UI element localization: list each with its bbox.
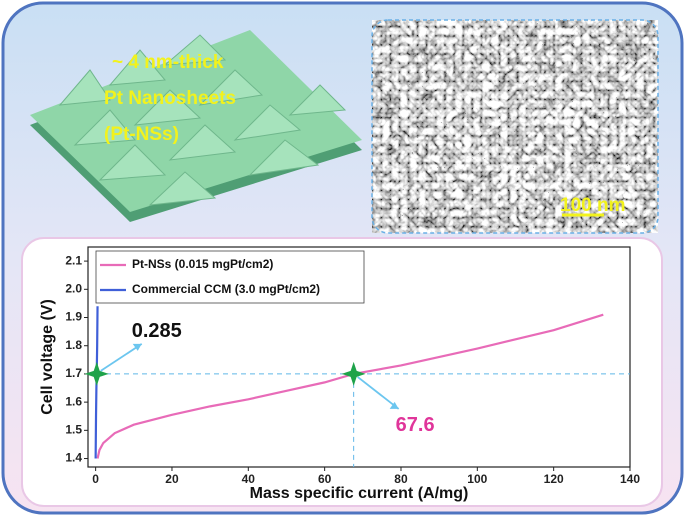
x-tick-label: 120 [544, 472, 564, 486]
annotation-label: 67.6 [396, 414, 435, 436]
sem-image: 100 nm [371, 19, 659, 234]
x-tick-label: 40 [242, 472, 256, 486]
annotation-label: 0.285 [132, 320, 182, 342]
arrow-head [132, 343, 142, 351]
legend-label: Commercial CCM (3.0 mgPt/cm2) [132, 282, 320, 296]
y-tick-label: 1.7 [65, 366, 82, 380]
star-marker [341, 361, 366, 386]
x-tick-label: 0 [92, 472, 99, 486]
legend-label: Pt-NSs (0.015 mgPt/cm2) [132, 257, 273, 271]
x-tick-label: 80 [394, 472, 408, 486]
plot-frame [87, 246, 631, 468]
x-tick-label: 140 [620, 472, 640, 486]
y-tick-label: 1.6 [65, 394, 82, 408]
y-tick-label: 1.5 [65, 423, 82, 437]
legend-box [95, 250, 365, 304]
arrow [100, 343, 143, 372]
sem-border [371, 19, 659, 234]
x-tick-label: 100 [467, 472, 487, 486]
star-marker [84, 361, 109, 386]
arrow [357, 376, 400, 410]
y-tick-label: 1.9 [65, 310, 82, 324]
sem-texture [372, 20, 658, 233]
chart: 0 20 40 60 80 100 120 140 1.4 1.5 1.6 1.7 1.8 1.9 2.0 2… [39, 246, 640, 502]
illustration-text: Pt Nanosheets [104, 88, 236, 109]
y-axis-label: Cell voltage (V) [39, 299, 56, 415]
fins [58, 34, 347, 206]
series-line [96, 313, 604, 459]
scale-label: 100 nm [560, 195, 625, 216]
arrow-head [389, 401, 399, 409]
illustration-text: (Pt-NSs) [104, 124, 179, 145]
y-tick-label: 2.1 [65, 253, 82, 267]
nanosheet-illustration: ~ 4 nm-thick Pt Nanosheets (Pt-NSs) [30, 30, 362, 222]
y-tick-label: 1.4 [65, 451, 82, 465]
y-tick-label: 2.0 [65, 281, 82, 295]
chart-panel [21, 237, 663, 507]
y-tick-label: 1.8 [65, 338, 82, 352]
illustration-text: ~ 4 nm-thick [112, 52, 224, 73]
x-tick-label: 20 [165, 472, 179, 486]
x-axis-label: Mass specific current (A/mg) [250, 485, 469, 502]
x-tick-label: 60 [318, 472, 332, 486]
